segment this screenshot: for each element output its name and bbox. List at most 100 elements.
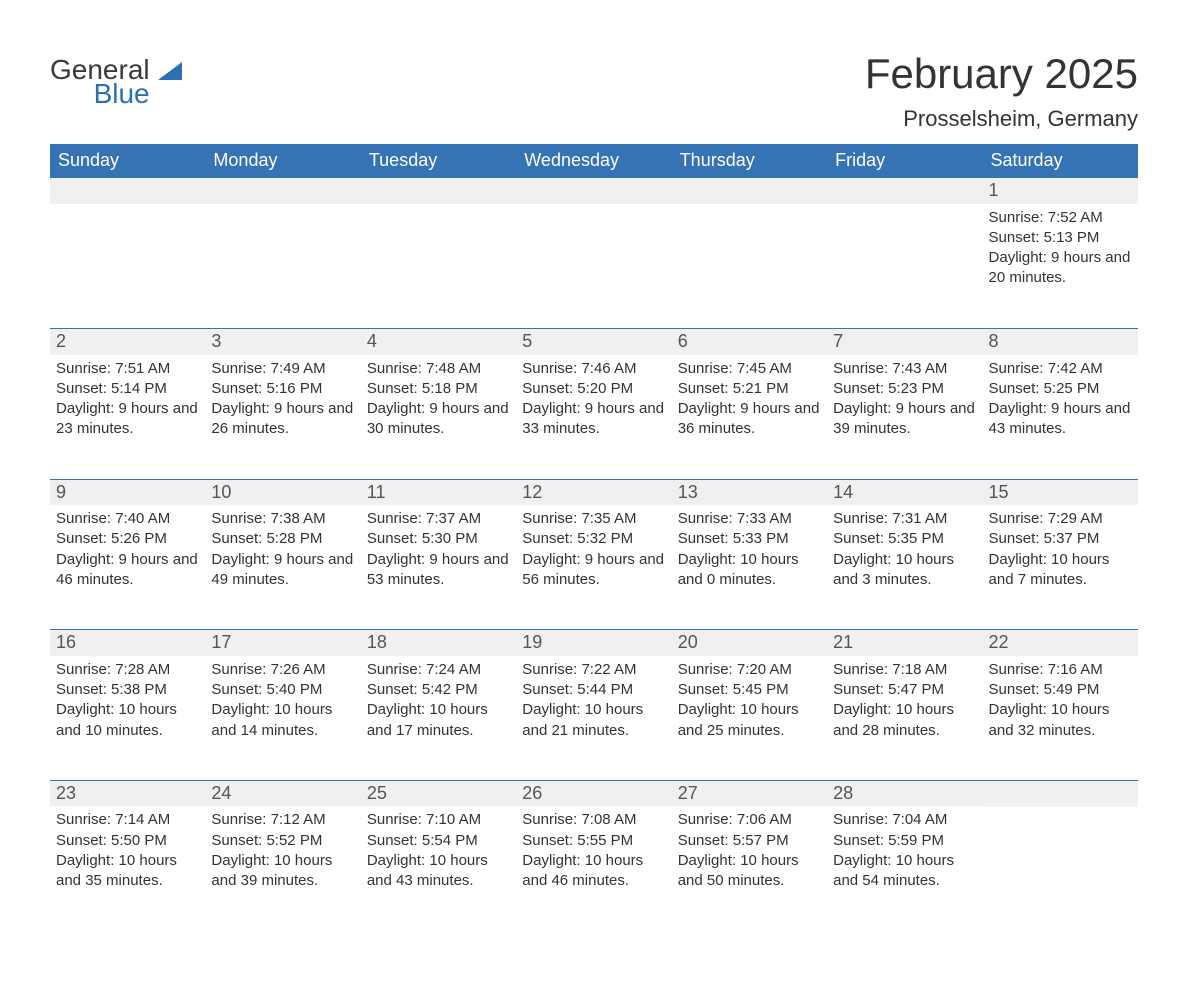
- day-number: 28: [827, 781, 982, 807]
- calendar-day-cell: 21Sunrise: 7:18 AMSunset: 5:47 PMDayligh…: [827, 630, 982, 781]
- daylight-line: Daylight: 9 hours and 36 minutes.: [678, 399, 821, 440]
- calendar-day-cell: [361, 178, 516, 329]
- daylight-line: Daylight: 9 hours and 26 minutes.: [211, 399, 354, 440]
- calendar-day-cell: 22Sunrise: 7:16 AMSunset: 5:49 PMDayligh…: [983, 630, 1138, 781]
- sunrise-line: Sunrise: 7:40 AM: [56, 509, 199, 529]
- calendar-day-cell: 20Sunrise: 7:20 AMSunset: 5:45 PMDayligh…: [672, 630, 827, 781]
- day-details: Sunrise: 7:37 AMSunset: 5:30 PMDaylight:…: [361, 505, 516, 629]
- day-details: [983, 807, 1138, 931]
- daylight-line: Daylight: 9 hours and 39 minutes.: [833, 399, 976, 440]
- day-number: 18: [361, 630, 516, 656]
- sunrise-line: Sunrise: 7:18 AM: [833, 660, 976, 680]
- daylight-line: Daylight: 10 hours and 54 minutes.: [833, 851, 976, 892]
- day-number: 14: [827, 480, 982, 506]
- calendar-day-cell: 24Sunrise: 7:12 AMSunset: 5:52 PMDayligh…: [205, 780, 360, 931]
- brand-sail-icon: [156, 60, 184, 84]
- day-number: 10: [205, 480, 360, 506]
- weekday-header: Tuesday: [361, 144, 516, 178]
- day-details: Sunrise: 7:49 AMSunset: 5:16 PMDaylight:…: [205, 355, 360, 479]
- sunset-line: Sunset: 5:57 PM: [678, 831, 821, 851]
- sunrise-line: Sunrise: 7:29 AM: [989, 509, 1132, 529]
- day-number: 27: [672, 781, 827, 807]
- sunrise-line: Sunrise: 7:52 AM: [989, 208, 1132, 228]
- daylight-line: Daylight: 10 hours and 10 minutes.: [56, 700, 199, 741]
- day-details: Sunrise: 7:14 AMSunset: 5:50 PMDaylight:…: [50, 806, 205, 930]
- sunset-line: Sunset: 5:30 PM: [367, 529, 510, 549]
- calendar-day-cell: 11Sunrise: 7:37 AMSunset: 5:30 PMDayligh…: [361, 479, 516, 630]
- day-details: Sunrise: 7:10 AMSunset: 5:54 PMDaylight:…: [361, 806, 516, 930]
- sunset-line: Sunset: 5:32 PM: [522, 529, 665, 549]
- daylight-line: Daylight: 10 hours and 14 minutes.: [211, 700, 354, 741]
- day-number: 26: [516, 781, 671, 807]
- calendar-day-cell: 13Sunrise: 7:33 AMSunset: 5:33 PMDayligh…: [672, 479, 827, 630]
- calendar-day-cell: [827, 178, 982, 329]
- daylight-line: Daylight: 9 hours and 49 minutes.: [211, 550, 354, 591]
- daylight-line: Daylight: 10 hours and 43 minutes.: [367, 851, 510, 892]
- day-details: Sunrise: 7:28 AMSunset: 5:38 PMDaylight:…: [50, 656, 205, 780]
- sunrise-line: Sunrise: 7:33 AM: [678, 509, 821, 529]
- day-details: [205, 204, 360, 328]
- day-number: 8: [983, 329, 1138, 355]
- day-details: Sunrise: 7:24 AMSunset: 5:42 PMDaylight:…: [361, 656, 516, 780]
- day-details: Sunrise: 7:26 AMSunset: 5:40 PMDaylight:…: [205, 656, 360, 780]
- sunset-line: Sunset: 5:49 PM: [989, 680, 1132, 700]
- sunrise-line: Sunrise: 7:08 AM: [522, 810, 665, 830]
- calendar-day-cell: [516, 178, 671, 329]
- weekday-header: Wednesday: [516, 144, 671, 178]
- calendar-day-cell: 28Sunrise: 7:04 AMSunset: 5:59 PMDayligh…: [827, 780, 982, 931]
- day-details: Sunrise: 7:22 AMSunset: 5:44 PMDaylight:…: [516, 656, 671, 780]
- calendar-table: SundayMondayTuesdayWednesdayThursdayFrid…: [50, 144, 1138, 931]
- day-number: 19: [516, 630, 671, 656]
- sunset-line: Sunset: 5:55 PM: [522, 831, 665, 851]
- day-number: [50, 178, 205, 204]
- day-details: Sunrise: 7:12 AMSunset: 5:52 PMDaylight:…: [205, 806, 360, 930]
- day-details: Sunrise: 7:06 AMSunset: 5:57 PMDaylight:…: [672, 806, 827, 930]
- day-details: [827, 204, 982, 328]
- calendar-day-cell: 9Sunrise: 7:40 AMSunset: 5:26 PMDaylight…: [50, 479, 205, 630]
- weekday-header: Monday: [205, 144, 360, 178]
- day-number: 15: [983, 480, 1138, 506]
- daylight-line: Daylight: 9 hours and 43 minutes.: [989, 399, 1132, 440]
- day-number: 16: [50, 630, 205, 656]
- weekday-header: Thursday: [672, 144, 827, 178]
- sunset-line: Sunset: 5:59 PM: [833, 831, 976, 851]
- sunrise-line: Sunrise: 7:46 AM: [522, 359, 665, 379]
- sunset-line: Sunset: 5:37 PM: [989, 529, 1132, 549]
- calendar-day-cell: 3Sunrise: 7:49 AMSunset: 5:16 PMDaylight…: [205, 329, 360, 480]
- sunrise-line: Sunrise: 7:06 AM: [678, 810, 821, 830]
- calendar-day-cell: [672, 178, 827, 329]
- sunset-line: Sunset: 5:35 PM: [833, 529, 976, 549]
- sunrise-line: Sunrise: 7:10 AM: [367, 810, 510, 830]
- calendar-day-cell: 26Sunrise: 7:08 AMSunset: 5:55 PMDayligh…: [516, 780, 671, 931]
- calendar-day-cell: [50, 178, 205, 329]
- day-number: 23: [50, 781, 205, 807]
- calendar-day-cell: 17Sunrise: 7:26 AMSunset: 5:40 PMDayligh…: [205, 630, 360, 781]
- day-details: Sunrise: 7:45 AMSunset: 5:21 PMDaylight:…: [672, 355, 827, 479]
- sunset-line: Sunset: 5:28 PM: [211, 529, 354, 549]
- daylight-line: Daylight: 9 hours and 23 minutes.: [56, 399, 199, 440]
- day-number: [361, 178, 516, 204]
- calendar-day-cell: 23Sunrise: 7:14 AMSunset: 5:50 PMDayligh…: [50, 780, 205, 931]
- title-block: February 2025 Prosselsheim, Germany: [865, 50, 1138, 140]
- sunrise-line: Sunrise: 7:37 AM: [367, 509, 510, 529]
- calendar-day-cell: 18Sunrise: 7:24 AMSunset: 5:42 PMDayligh…: [361, 630, 516, 781]
- day-number: 20: [672, 630, 827, 656]
- daylight-line: Daylight: 10 hours and 3 minutes.: [833, 550, 976, 591]
- day-number: 11: [361, 480, 516, 506]
- daylight-line: Daylight: 9 hours and 20 minutes.: [989, 248, 1132, 289]
- sunrise-line: Sunrise: 7:38 AM: [211, 509, 354, 529]
- daylight-line: Daylight: 9 hours and 56 minutes.: [522, 550, 665, 591]
- calendar-day-cell: 4Sunrise: 7:48 AMSunset: 5:18 PMDaylight…: [361, 329, 516, 480]
- calendar-day-cell: 6Sunrise: 7:45 AMSunset: 5:21 PMDaylight…: [672, 329, 827, 480]
- daylight-line: Daylight: 10 hours and 32 minutes.: [989, 700, 1132, 741]
- calendar-day-cell: 5Sunrise: 7:46 AMSunset: 5:20 PMDaylight…: [516, 329, 671, 480]
- month-title: February 2025: [865, 50, 1138, 98]
- sunset-line: Sunset: 5:38 PM: [56, 680, 199, 700]
- sunrise-line: Sunrise: 7:28 AM: [56, 660, 199, 680]
- daylight-line: Daylight: 9 hours and 30 minutes.: [367, 399, 510, 440]
- sunrise-line: Sunrise: 7:45 AM: [678, 359, 821, 379]
- brand-text: General Blue: [50, 56, 150, 108]
- calendar-weekday-header: SundayMondayTuesdayWednesdayThursdayFrid…: [50, 144, 1138, 178]
- daylight-line: Daylight: 9 hours and 33 minutes.: [522, 399, 665, 440]
- sunset-line: Sunset: 5:54 PM: [367, 831, 510, 851]
